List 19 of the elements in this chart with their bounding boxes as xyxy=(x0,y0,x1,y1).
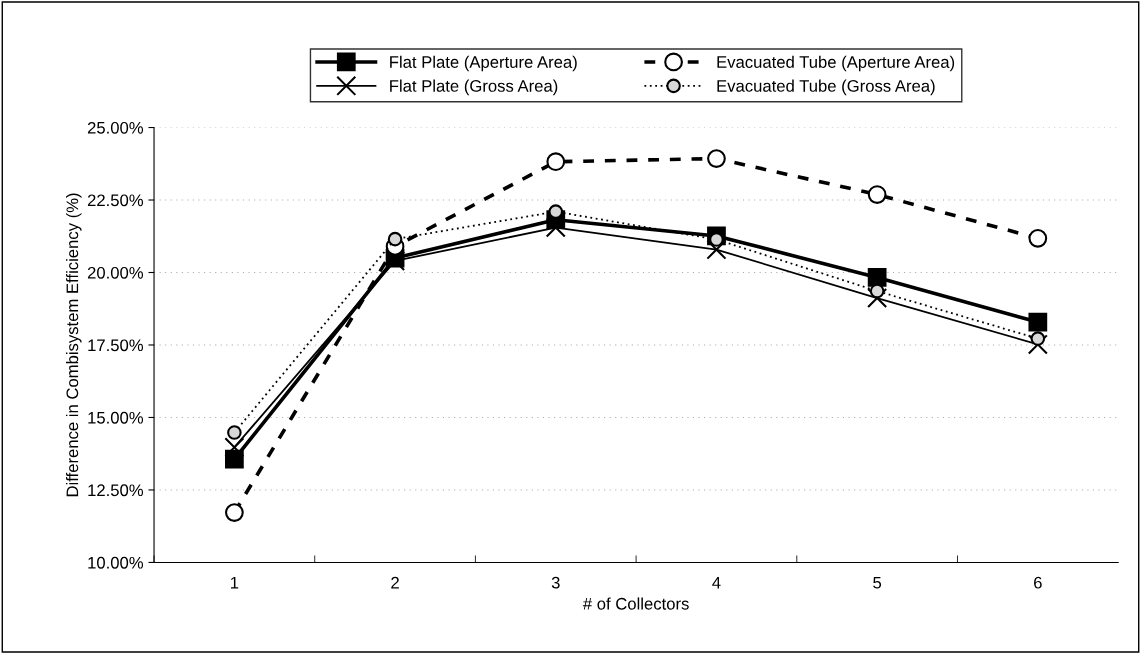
x-tick-label: 6 xyxy=(1034,576,1042,589)
y-tick-label: 10.00% xyxy=(88,556,144,569)
y-tick-label: 12.50% xyxy=(88,484,144,497)
x-axis-title: # of Collectors xyxy=(582,597,689,610)
x-tick-label: 1 xyxy=(231,576,239,589)
legend-label: Flat Plate (Gross Area) xyxy=(390,79,558,96)
legend-label: Flat Plate (Aperture Area) xyxy=(390,55,577,72)
y-axis-title: Difference in Combisystem Efficiency (%) xyxy=(66,193,82,497)
y-tick-label: 22.50% xyxy=(87,194,144,207)
legend-label: Evacuated Tube (Aperture Area) xyxy=(717,55,955,72)
x-tick-label: 3 xyxy=(551,576,560,589)
x-tick-label: 5 xyxy=(873,576,882,589)
legend-label: Evacuated Tube (Gross Area) xyxy=(717,79,935,96)
y-tick-label: 15.00% xyxy=(88,411,144,424)
y-tick-label: 20.00% xyxy=(87,266,144,279)
y-tick-label: 17.50% xyxy=(88,339,144,352)
x-tick-label: 4 xyxy=(712,576,721,589)
y-tick-label: 25.00% xyxy=(87,121,144,134)
x-tick-label: 2 xyxy=(391,576,399,589)
